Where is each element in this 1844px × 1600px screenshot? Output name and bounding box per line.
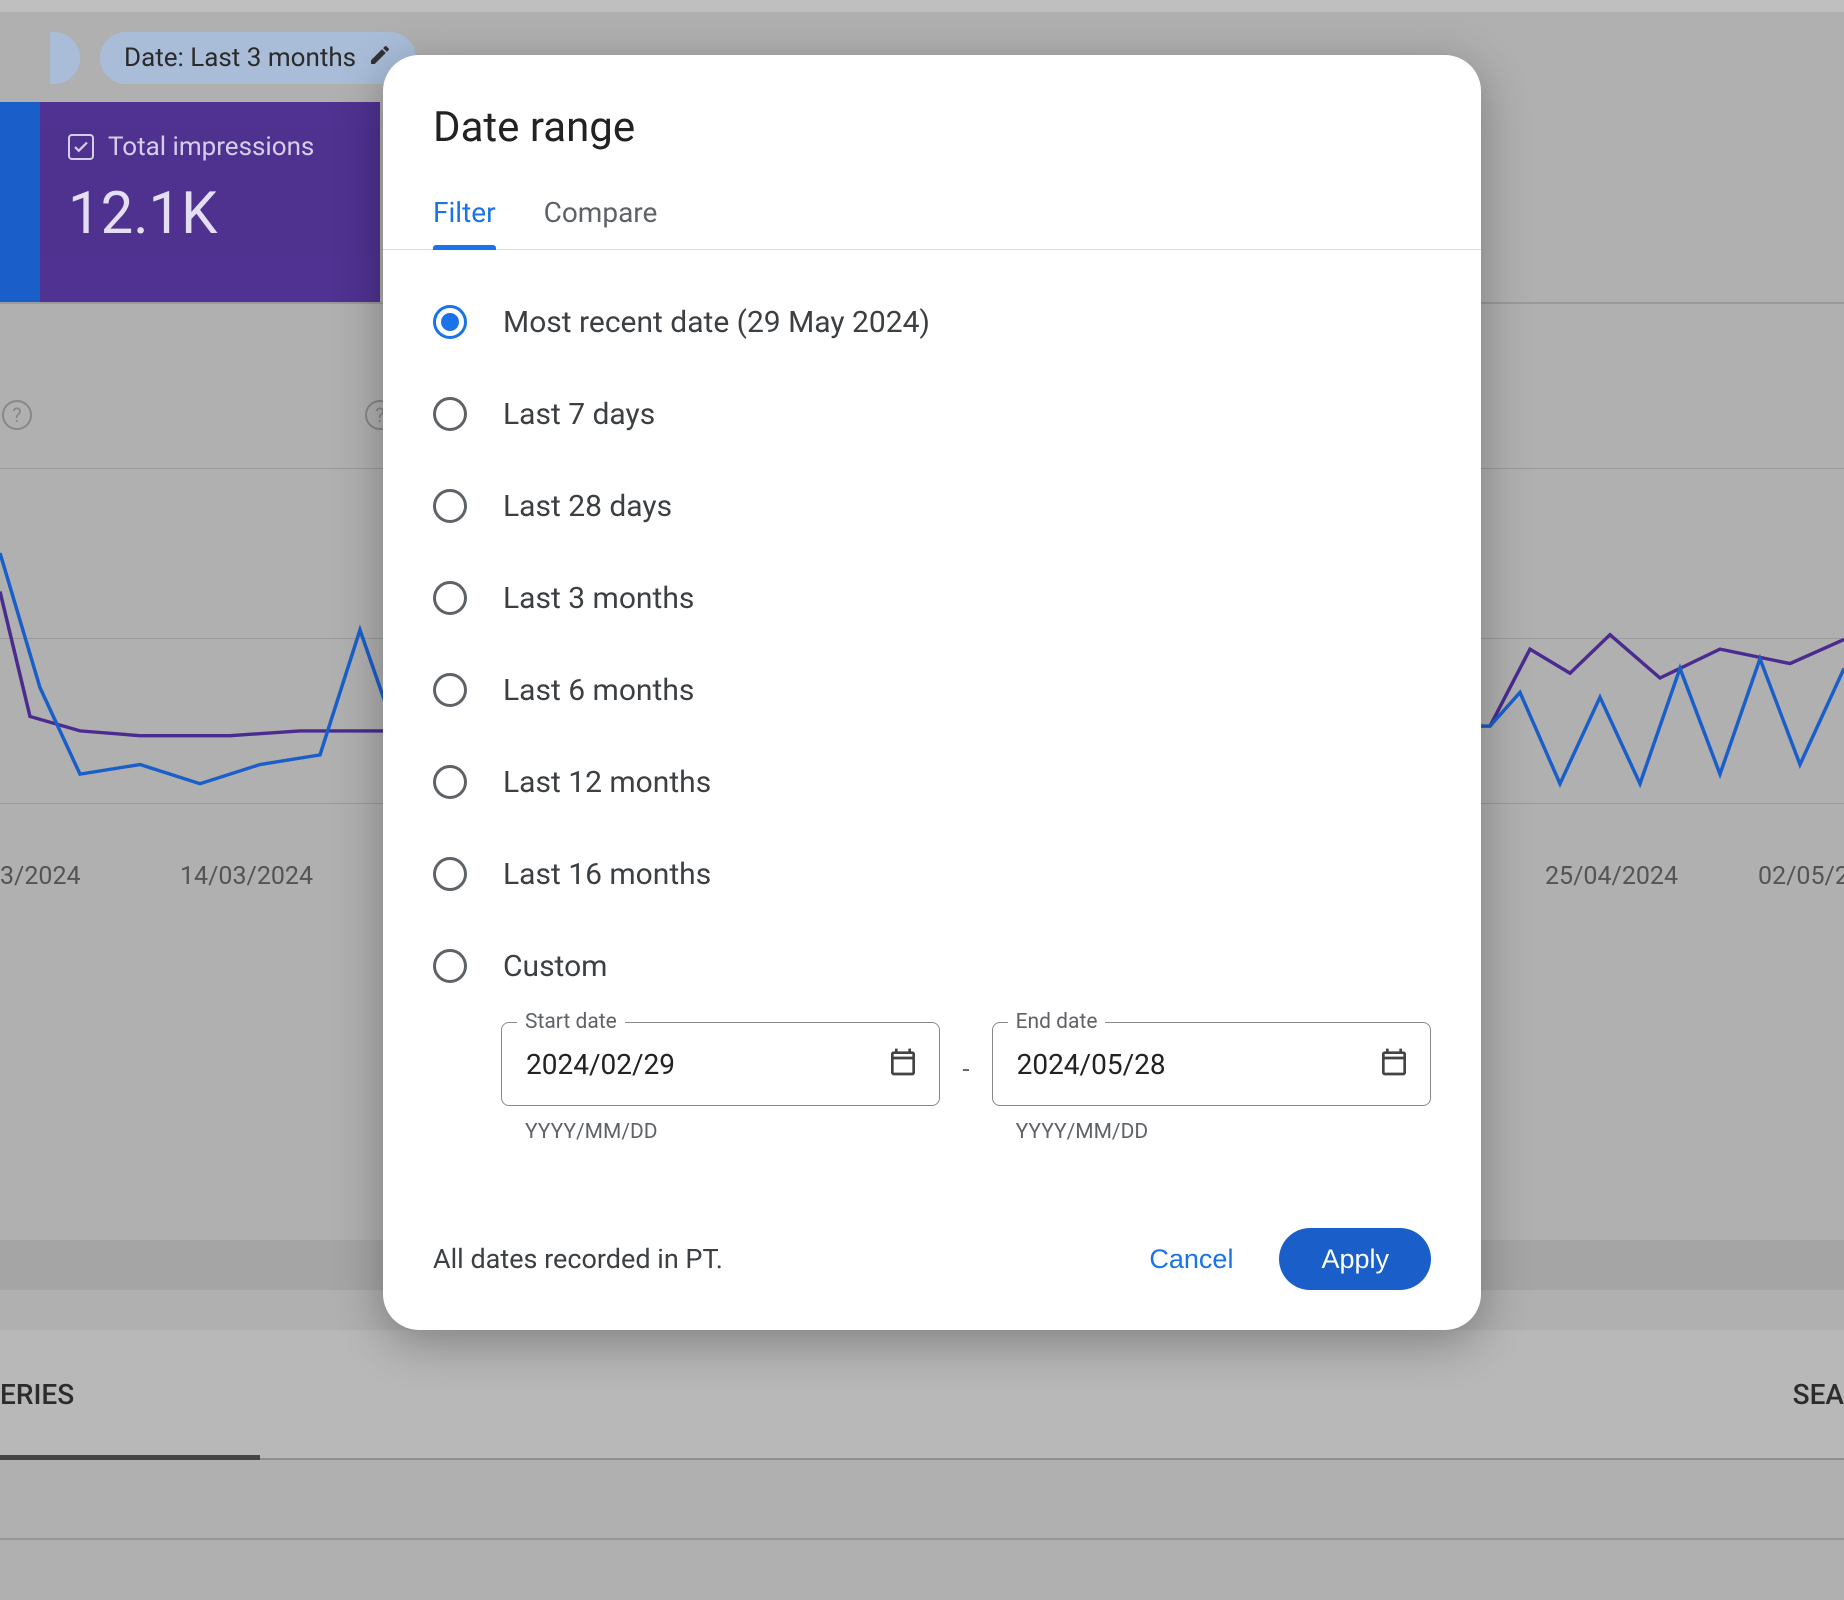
radio-label: Last 28 days	[503, 489, 672, 524]
radio-icon	[433, 673, 467, 707]
radio-icon	[433, 765, 467, 799]
tab-filter[interactable]: Filter	[433, 196, 496, 249]
date-range-dialog: Date range Filter Compare Most recent dat…	[383, 55, 1481, 1330]
cancel-button[interactable]: Cancel	[1113, 1228, 1269, 1290]
calendar-icon[interactable]	[887, 1046, 919, 1082]
x-axis-label: 14/03/2024	[180, 862, 313, 891]
x-axis-label: 25/04/2024	[1545, 862, 1678, 891]
x-axis-label: 02/05/2	[1758, 862, 1844, 891]
dialog-title: Date range	[383, 103, 1481, 152]
start-date-legend: Start date	[517, 1010, 625, 1034]
date-option-3[interactable]: Last 3 months	[433, 552, 1431, 644]
date-filter-chip[interactable]: Date: Last 3 months	[100, 32, 416, 84]
radio-label: Custom	[503, 949, 608, 984]
radio-label: Last 3 months	[503, 581, 694, 616]
date-option-5[interactable]: Last 12 months	[433, 736, 1431, 828]
partial-chip	[50, 32, 80, 84]
radio-icon	[433, 305, 467, 339]
footer-note: All dates recorded in PT.	[433, 1243, 1113, 1275]
calendar-icon[interactable]	[1378, 1046, 1410, 1082]
date-option-0[interactable]: Most recent date (29 May 2024)	[433, 276, 1431, 368]
start-date-helper: YYYY/MM/DD	[501, 1120, 940, 1144]
radio-icon	[433, 949, 467, 983]
date-option-7[interactable]: Custom	[433, 920, 1431, 1012]
radio-label: Last 7 days	[503, 397, 655, 432]
end-date-input[interactable]	[1017, 1048, 1378, 1081]
tab-search[interactable]: SEA	[1793, 1378, 1844, 1411]
apply-button[interactable]: Apply	[1279, 1228, 1431, 1290]
radio-label: Last 12 months	[503, 765, 711, 800]
metric-band	[0, 102, 40, 302]
date-option-1[interactable]: Last 7 days	[433, 368, 1431, 460]
radio-icon	[433, 581, 467, 615]
query-tabs-row: ERIES SEA	[0, 1330, 1844, 1460]
dialog-tabs: Filter Compare	[383, 196, 1481, 250]
edit-icon	[368, 43, 392, 74]
radio-icon	[433, 857, 467, 891]
metric-value: 12.1K	[68, 180, 352, 248]
date-option-2[interactable]: Last 28 days	[433, 460, 1431, 552]
checkbox-icon	[68, 134, 94, 160]
radio-icon	[433, 397, 467, 431]
radio-icon	[433, 489, 467, 523]
radio-label: Last 16 months	[503, 857, 711, 892]
date-option-6[interactable]: Last 16 months	[433, 828, 1431, 920]
radio-label: Most recent date (29 May 2024)	[503, 305, 930, 340]
date-option-4[interactable]: Last 6 months	[433, 644, 1431, 736]
end-date-helper: YYYY/MM/DD	[992, 1120, 1431, 1144]
tab-compare[interactable]: Compare	[544, 196, 658, 249]
date-range-dash: -	[962, 1055, 969, 1085]
end-date-field: End date YYYY/MM/DD	[992, 1022, 1431, 1144]
radio-label: Last 6 months	[503, 673, 694, 708]
impressions-metric-card[interactable]: Total impressions 12.1K	[40, 102, 380, 302]
end-date-legend: End date	[1008, 1010, 1106, 1034]
metric-label: Total impressions	[108, 132, 314, 162]
start-date-field: Start date YYYY/MM/DD	[501, 1022, 940, 1144]
start-date-input[interactable]	[526, 1048, 887, 1081]
date-chip-label: Date: Last 3 months	[124, 43, 356, 73]
x-axis-label: 3/2024	[0, 862, 81, 891]
tab-queries[interactable]: ERIES	[0, 1378, 74, 1411]
date-preset-radio-group: Most recent date (29 May 2024) Last 7 day…	[383, 250, 1481, 1012]
